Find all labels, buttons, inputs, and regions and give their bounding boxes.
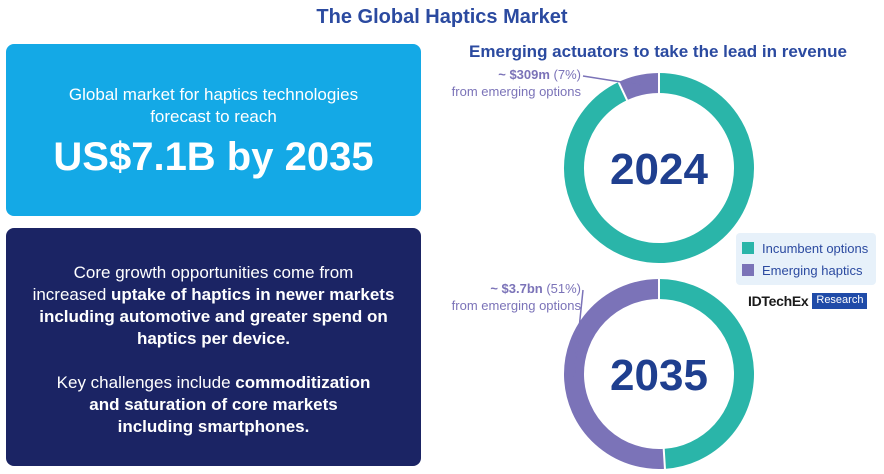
logo-tag: Research: [812, 293, 868, 309]
chart-title: Emerging actuators to take the lead in r…: [469, 42, 847, 61]
insight-box: Core growth opportunities come from incr…: [6, 228, 421, 466]
legend-swatch-emerging: [742, 264, 754, 276]
insight-emphasis: commoditization: [235, 373, 371, 392]
headline-box: Global market for haptics technologies f…: [6, 44, 421, 216]
insight-text: Key challenges include: [56, 373, 236, 392]
legend-label: Incumbent options: [762, 240, 869, 256]
legend-item-emerging: Emerging haptics: [742, 259, 870, 281]
insight-emphasis: and saturation of core markets: [89, 395, 338, 414]
slice-separator: [617, 80, 629, 102]
headline-lead-line: forecast to reach: [150, 107, 277, 126]
page-title: The Global Haptics Market: [316, 6, 568, 28]
insight-emphasis: haptics per device.: [136, 329, 291, 348]
insight-emphasis: including automotive and greater spend o…: [39, 307, 388, 326]
donut-2035-center-label: 2035: [610, 351, 708, 400]
donut-2035-slice-emerging: [564, 279, 665, 469]
opportunities-paragraph: Core growth opportunities come from incr…: [24, 262, 403, 350]
donut-2035-slice-incumbent: [658, 279, 754, 469]
donut-2035-annotation-note: from emerging options: [452, 298, 582, 313]
donut-2024-annotation-value: ~ $309m (7%): [498, 67, 581, 82]
donut-2024-leader-line: [582, 75, 641, 86]
donut-2024-annotation-note: from emerging options: [452, 84, 582, 99]
donut-2024-slice-incumbent: [564, 73, 754, 263]
challenges-paragraph: Key challenges include commoditization a…: [24, 372, 403, 438]
headline-lead-line: Global market for haptics technologies: [68, 85, 359, 104]
donut-2024-slice-emerging: [618, 73, 660, 101]
chart-legend: Incumbent options Emerging haptics: [736, 233, 876, 285]
insight-emphasis: uptake of haptics in newer markets: [111, 285, 395, 304]
headline-figure: US$7.1B by 2035: [53, 135, 374, 179]
donut-2035-leader-line: [573, 289, 584, 377]
slice-separator: [662, 447, 667, 470]
idtechex-logo: IDTechEx Research: [748, 292, 868, 310]
donut-2035-annotation-value: ~ $3.7bn (51%): [490, 281, 581, 296]
legend-swatch-incumbent: [742, 242, 754, 254]
donut-2024-center-label: 2024: [610, 145, 708, 194]
logo-word: IDTechEx: [748, 293, 809, 309]
legend-label: Emerging haptics: [762, 262, 863, 278]
headline-lead: Global market for haptics technologies f…: [6, 84, 421, 128]
insight-text: increased: [32, 285, 111, 304]
insight-emphasis: including smartphones.: [117, 417, 310, 436]
legend-item-incumbent: Incumbent options: [742, 237, 870, 259]
insight-text: Core growth opportunities come from: [73, 263, 354, 282]
